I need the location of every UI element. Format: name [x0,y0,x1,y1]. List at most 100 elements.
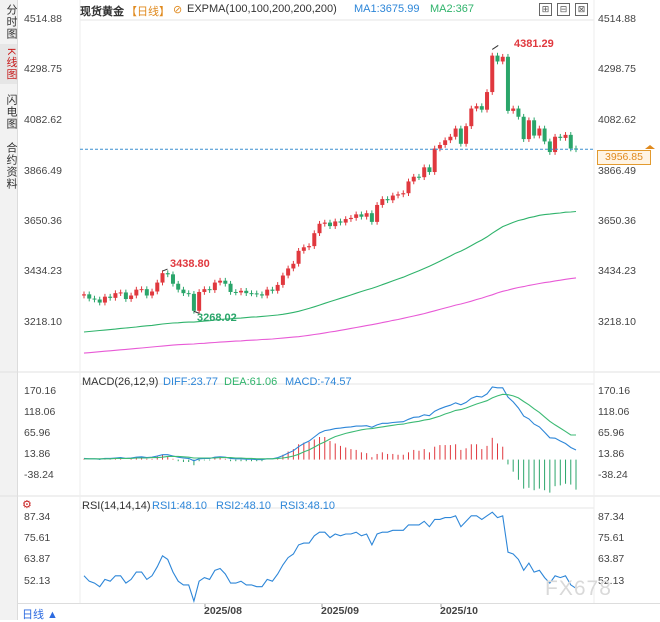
candle-body [348,217,353,220]
candle-body [165,273,170,275]
candle-body [181,289,186,294]
candle-body [553,136,558,153]
rsi-right-tick: 63.87 [598,553,625,565]
candle-body [270,289,275,291]
candle-body [490,55,495,93]
macd-left-tick: -38.24 [24,469,54,481]
candle-body [511,108,516,111]
candle-body [291,263,296,269]
left-tick: 4082.62 [24,114,62,126]
candle-body [369,213,374,222]
candle-body [259,294,264,296]
rsi3-value: RSI3:48.10 [280,500,336,512]
rsi-left-tick: 63.87 [24,553,51,565]
candle-body [134,289,139,296]
candle-body [170,274,175,284]
candle-body [218,280,223,283]
candle-body [265,289,270,296]
macd-right-tick: 118.06 [598,406,630,418]
rsi-title[interactable]: RSI(14,14,14) [82,500,151,512]
candle-body [254,293,259,295]
candle-body [558,136,563,138]
candle-body [390,195,395,201]
macd-title[interactable]: MACD(26,12,9) [82,376,159,388]
macd-left-tick: 118.06 [24,406,56,418]
candle-body [97,299,102,303]
candle-body [464,126,469,144]
candle-body [307,246,312,248]
candle-body [275,284,280,291]
shrink-icon[interactable]: ⊟ [557,3,570,16]
candle-body [396,194,401,196]
candle-body [474,106,479,109]
macd-right-tick: -38.24 [598,469,628,481]
candle-body [118,292,123,294]
candle-body [411,176,416,182]
ma2-value: MA2:367 [430,3,475,15]
x-tick-sep: 2025/09 [321,605,359,617]
tab-contract-info[interactable]: 合约资料 [5,142,17,190]
candle-body [343,219,348,223]
left-tick: 3434.23 [24,265,62,277]
rsi-settings-icon[interactable]: ⚙ [22,499,32,511]
candle-body [207,289,212,291]
candle-body [212,282,217,291]
indicator-toggle-icon[interactable]: ⊘ [173,4,183,16]
candle-body [485,92,490,110]
candle-body [437,144,442,149]
candle-body [479,106,484,110]
candle-body [123,292,128,300]
right-tick: 3218.10 [598,316,636,328]
expand-icon[interactable]: ⊞ [539,3,552,16]
rsi-right-tick: 52.13 [598,575,625,587]
macd-macd: MACD:-74.57 [285,376,352,388]
candle-body [526,120,531,140]
close-icon[interactable]: ⊠ [575,3,588,16]
price-arrow-icon [645,145,655,149]
candle-body [249,293,254,295]
macd-left-tick: 13.86 [24,448,51,460]
candle-body [354,214,359,218]
tab-kline-chart[interactable]: K线图 [0,44,17,84]
candle-body [542,128,547,142]
ma2-line [83,277,577,354]
expma-label[interactable]: EXPMA(100,100,200,200,200) [187,3,337,15]
right-tick: 3434.23 [598,265,636,277]
rsi1-value: RSI1:48.10 [152,500,208,512]
candle-body [92,298,97,300]
rsi-left-tick: 87.34 [24,511,51,523]
candle-body [401,193,406,195]
symbol-name: 现货黄金 [80,6,124,18]
candle-body [108,296,113,298]
candle-body [328,222,332,227]
high-annotation: 4381.29 [514,38,554,50]
candle-body [547,141,552,153]
period-tag[interactable]: 【日线】 [126,6,170,18]
tab-flash-chart[interactable]: 闪电图 [5,94,17,130]
rsi2-value: RSI2:48.10 [216,500,272,512]
rsi-right-tick: 75.61 [598,532,625,544]
high-marker [491,45,499,50]
candle-body [202,289,207,292]
macd-dea: DEA:61.06 [224,376,278,388]
candle-body [422,167,427,178]
candle-body [197,291,202,311]
low-marker [193,310,200,314]
rsi-left-tick: 52.13 [24,575,51,587]
diff-line [83,386,577,462]
tab-time-chart[interactable]: 分时图 [5,4,17,40]
macd-right-tick: 65.96 [598,427,625,439]
watermark: FX678 [545,577,612,600]
candle-body [228,283,233,292]
macd-right-tick: 170.16 [598,385,631,397]
candle-body [453,128,458,137]
candle-body [317,223,322,234]
x-tick-aug: 2025/08 [204,605,242,617]
period-selector-button[interactable]: 日线 ▲ [22,609,58,621]
macd-diff: DIFF:23.77 [163,376,219,388]
candle-body [322,222,327,224]
candle-body [233,291,238,293]
candle-body [150,291,155,296]
candle-body [380,199,385,205]
